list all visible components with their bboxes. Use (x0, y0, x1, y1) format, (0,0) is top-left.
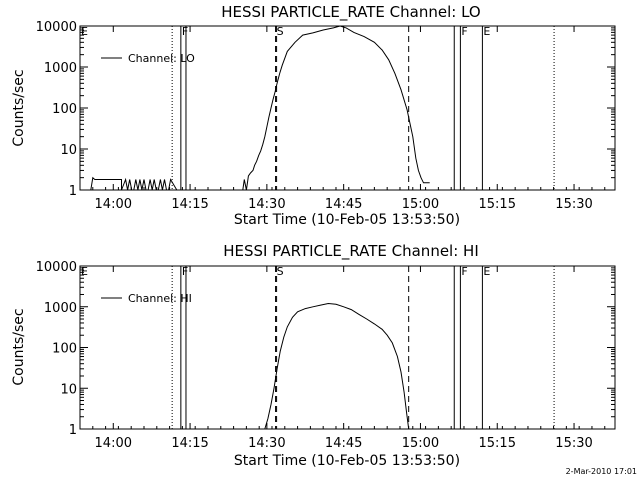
marker-label: S (277, 25, 284, 38)
x-tick-label: 14:00 (95, 197, 132, 212)
x-tick-label: 14:30 (248, 436, 285, 451)
x-axis-label: Start Time (10-Feb-05 13:53:50) (234, 212, 460, 228)
y-tick-label: 100 (52, 342, 77, 357)
marker-label: E (81, 265, 88, 278)
x-tick-label: 14:45 (325, 197, 362, 212)
legend-entry: Channel: LO (128, 52, 195, 65)
x-tick-label: 15:30 (555, 197, 592, 212)
marker-label: E (483, 265, 490, 278)
y-tick-label: 100 (52, 102, 77, 117)
y-tick-label: 10000 (36, 20, 77, 35)
x-tick-label: 15:30 (555, 436, 592, 451)
y-tick-label: 10 (60, 382, 77, 397)
x-tick-label: 15:00 (402, 197, 439, 212)
marker-label: F (182, 25, 188, 38)
x-axis-label: Start Time (10-Feb-05 13:53:50) (234, 453, 460, 469)
y-tick-label: 10000 (36, 260, 77, 275)
series-line (264, 302, 410, 430)
marker-label: F (182, 265, 188, 278)
x-tick-label: 14:00 (95, 436, 132, 451)
y-tick-label: 1000 (44, 61, 77, 76)
y-tick-label: 10 (60, 143, 77, 158)
x-tick-label: 14:15 (171, 436, 208, 451)
y-tick-label: 1 (69, 423, 77, 438)
timestamp: 2-Mar-2010 17:01 (566, 467, 637, 476)
x-tick-label: 14:45 (325, 436, 362, 451)
plot-frame (79, 25, 616, 191)
axis-ticks: 14:00 14:15 14:30 14:45 15:00 15:15 15:30 1 10 10… (36, 260, 615, 451)
marker-label: F (461, 25, 467, 38)
marker-label: E (81, 25, 88, 38)
panel-title: HESSI PARTICLE_RATE Channel: LO (221, 3, 480, 22)
axis-ticks: 14:00 14:15 14:30 14:45 15:00 15:15 15:30 1 10 10… (36, 20, 615, 212)
x-tick-label: 14:30 (248, 197, 285, 212)
y-axis-label: Counts/sec (11, 308, 27, 385)
y-tick-label: 1000 (44, 301, 77, 316)
legend: Channel: LO (101, 52, 195, 65)
marker-label: E (483, 25, 490, 38)
plot-frame (79, 265, 616, 430)
y-axis-label: Counts/sec (11, 69, 27, 146)
series-line (80, 25, 430, 191)
marker-label: F (461, 265, 467, 278)
y-tick-label: 1 (69, 184, 77, 199)
x-tick-label: 15:00 (402, 436, 439, 451)
legend-entry: Channel: HI (128, 292, 192, 305)
x-tick-label: 15:15 (479, 436, 516, 451)
legend: Channel: HI (101, 292, 192, 305)
panel-lo: HESSI PARTICLE_RATE Channel: LO E F S F E 14… (11, 3, 616, 228)
marker-label: S (277, 265, 284, 278)
panel-hi: HESSI PARTICLE_RATE Channel: HI E F S F E 14… (11, 242, 616, 469)
x-tick-label: 15:15 (479, 197, 516, 212)
x-tick-label: 14:15 (171, 197, 208, 212)
panel-title: HESSI PARTICLE_RATE Channel: HI (223, 242, 479, 261)
